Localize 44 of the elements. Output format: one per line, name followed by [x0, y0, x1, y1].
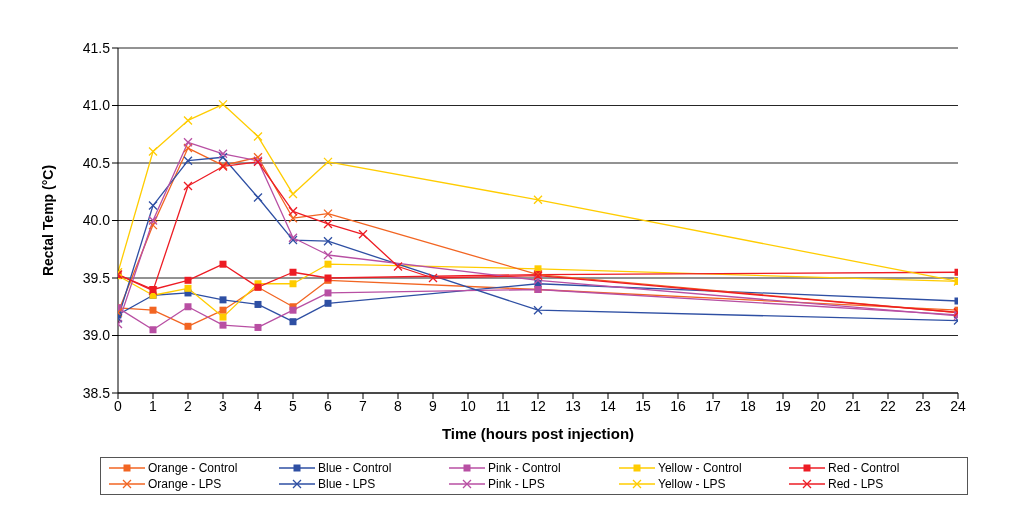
x-tick-label: 24: [950, 397, 966, 414]
x-tick-label: 21: [845, 397, 861, 414]
x-tick-label: 23: [915, 397, 931, 414]
x-tick-label: 1: [149, 397, 158, 414]
x-tick-label: 4: [254, 397, 263, 414]
legend-label: Pink - Control: [488, 461, 561, 475]
x-tick-label: 0: [114, 397, 123, 414]
y-tick-label: 39.5: [82, 269, 111, 286]
x-tick-label: 9: [429, 397, 438, 414]
y-tick-label: 40.0: [82, 212, 111, 229]
y-tick-label: 41.5: [82, 39, 111, 56]
x-tick-label: 10: [460, 397, 476, 414]
x-tick-label: 6: [324, 397, 333, 414]
legend-label: Blue - Control: [318, 461, 392, 475]
x-tick-label: 22: [880, 397, 896, 414]
x-tick-label: 12: [530, 397, 546, 414]
x-tick-label: 7: [359, 397, 368, 414]
legend-label: Red - Control: [828, 461, 900, 475]
x-tick-label: 5: [289, 397, 298, 414]
x-tick-label: 18: [740, 397, 756, 414]
x-axis-title: Time (hours post injection): [441, 425, 635, 442]
y-tick-label: 40.5: [82, 154, 111, 171]
x-tick-label: 19: [775, 397, 791, 414]
y-axis-title: Rectal Temp (°C): [39, 164, 56, 277]
legend-label: Red - LPS: [828, 477, 884, 491]
legend-label: Orange - LPS: [148, 477, 222, 491]
x-tick-label: 3: [219, 397, 228, 414]
y-tick-label: 41.0: [82, 97, 111, 114]
x-tick-label: 2: [184, 397, 193, 414]
legend-label: Blue - LPS: [318, 477, 376, 491]
x-tick-label: 13: [565, 397, 581, 414]
x-tick-label: 20: [810, 397, 826, 414]
x-tick-label: 17: [705, 397, 721, 414]
x-tick-label: 8: [394, 397, 403, 414]
legend-label: Pink - LPS: [488, 477, 545, 491]
x-tick-label: 14: [600, 397, 616, 414]
legend-label: Yellow - LPS: [658, 477, 726, 491]
legend-label: Orange - Control: [148, 461, 238, 475]
x-tick-label: 16: [670, 397, 686, 414]
x-tick-label: 11: [495, 397, 511, 414]
y-tick-label: 39.0: [82, 327, 111, 344]
y-tick-label: 38.5: [82, 384, 111, 401]
legend-label: Yellow - Control: [658, 461, 742, 475]
x-tick-label: 15: [635, 397, 651, 414]
